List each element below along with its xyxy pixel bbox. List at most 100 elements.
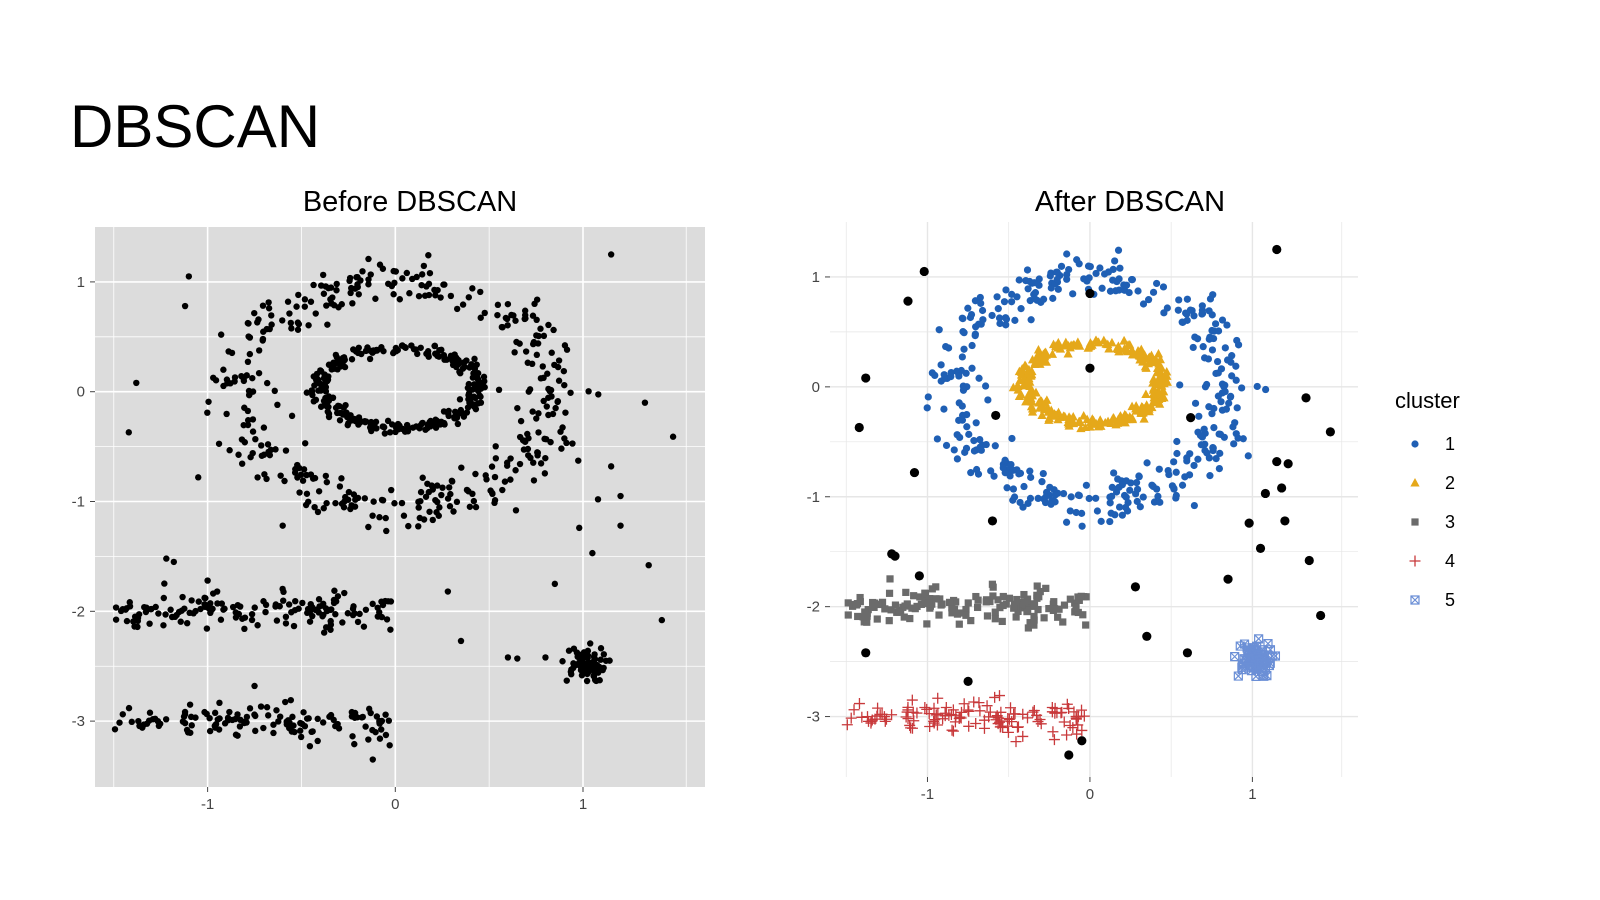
data-point — [338, 475, 345, 482]
data-point — [1172, 491, 1180, 500]
legend-label: 2 — [1445, 473, 1455, 493]
data-point — [464, 384, 472, 392]
data-point — [981, 700, 993, 712]
data-point — [1209, 291, 1217, 299]
noise-point — [1085, 288, 1095, 299]
data-point — [1133, 345, 1143, 355]
data-point — [328, 606, 335, 613]
data-point — [992, 718, 1004, 730]
data-point — [1010, 604, 1018, 612]
data-point — [1154, 388, 1164, 397]
data-point — [1031, 294, 1039, 303]
data-point — [1153, 366, 1163, 375]
legend: cluster 1 2 3 4 5 — [1395, 388, 1460, 610]
data-point — [232, 614, 240, 621]
data-point — [967, 310, 976, 319]
data-point — [946, 724, 958, 736]
data-point — [465, 294, 473, 301]
data-point — [517, 417, 525, 425]
data-point — [273, 617, 281, 624]
data-point — [950, 596, 958, 605]
data-point — [1002, 315, 1011, 323]
data-point — [844, 611, 852, 619]
data-point — [993, 293, 1001, 301]
data-point — [385, 280, 392, 287]
data-point — [1080, 422, 1091, 431]
data-point — [362, 723, 369, 730]
data-point — [1104, 268, 1113, 276]
data-point — [133, 379, 140, 387]
data-point — [1015, 470, 1023, 478]
data-point — [203, 710, 210, 718]
data-point — [1026, 401, 1037, 411]
data-point — [555, 377, 563, 384]
data-point — [437, 294, 444, 301]
data-point — [1072, 508, 1080, 517]
noise-point — [1255, 543, 1266, 554]
data-point — [376, 735, 384, 742]
data-point — [926, 604, 934, 612]
data-point — [928, 585, 936, 593]
data-point — [1137, 408, 1147, 417]
data-point — [972, 323, 980, 331]
data-point — [386, 742, 393, 749]
data-point — [251, 682, 258, 690]
data-point — [959, 386, 968, 394]
data-point — [1139, 300, 1148, 308]
data-point — [382, 731, 390, 739]
data-point — [545, 411, 552, 419]
x-tick-label: 1 — [1248, 786, 1256, 803]
data-point — [999, 592, 1007, 601]
data-point — [471, 365, 479, 372]
data-point — [279, 522, 286, 529]
data-point — [974, 705, 986, 717]
data-point — [539, 363, 546, 370]
data-point — [216, 699, 223, 707]
data-point — [403, 269, 411, 277]
data-point — [948, 609, 956, 617]
data-point — [369, 512, 376, 519]
data-point — [471, 381, 478, 388]
data-point — [1246, 666, 1257, 676]
data-point — [885, 589, 894, 597]
data-point — [308, 388, 316, 395]
data-point — [1012, 613, 1020, 621]
data-point — [1189, 343, 1197, 352]
data-point — [856, 593, 864, 602]
noise-point — [890, 551, 900, 561]
data-point — [962, 704, 974, 716]
data-point — [535, 429, 542, 436]
data-point — [936, 595, 944, 603]
data-point — [1163, 304, 1171, 312]
data-point — [1037, 410, 1047, 419]
data-point — [1000, 298, 1009, 306]
data-point — [167, 606, 174, 613]
data-point — [398, 342, 406, 349]
data-point — [350, 491, 358, 498]
data-point — [932, 595, 940, 603]
data-point — [1209, 446, 1217, 455]
data-point — [183, 619, 191, 627]
data-point — [1017, 730, 1029, 742]
data-point — [970, 447, 979, 455]
data-point — [535, 410, 542, 417]
data-point — [1013, 293, 1021, 301]
data-point — [1003, 713, 1015, 725]
data-point — [309, 475, 317, 482]
data-point — [272, 446, 279, 453]
data-point — [470, 497, 478, 505]
data-point — [312, 396, 320, 404]
data-point — [641, 399, 649, 406]
data-point — [307, 298, 315, 305]
data-point — [591, 676, 599, 684]
data-point — [248, 616, 256, 624]
data-point — [956, 609, 964, 617]
data-point — [334, 593, 342, 600]
data-point — [1074, 491, 1083, 499]
data-point — [476, 392, 483, 399]
data-point — [112, 616, 120, 623]
data-point — [962, 611, 970, 619]
data-point — [585, 388, 592, 395]
data-point — [1215, 430, 1223, 438]
noise-point — [861, 373, 871, 383]
